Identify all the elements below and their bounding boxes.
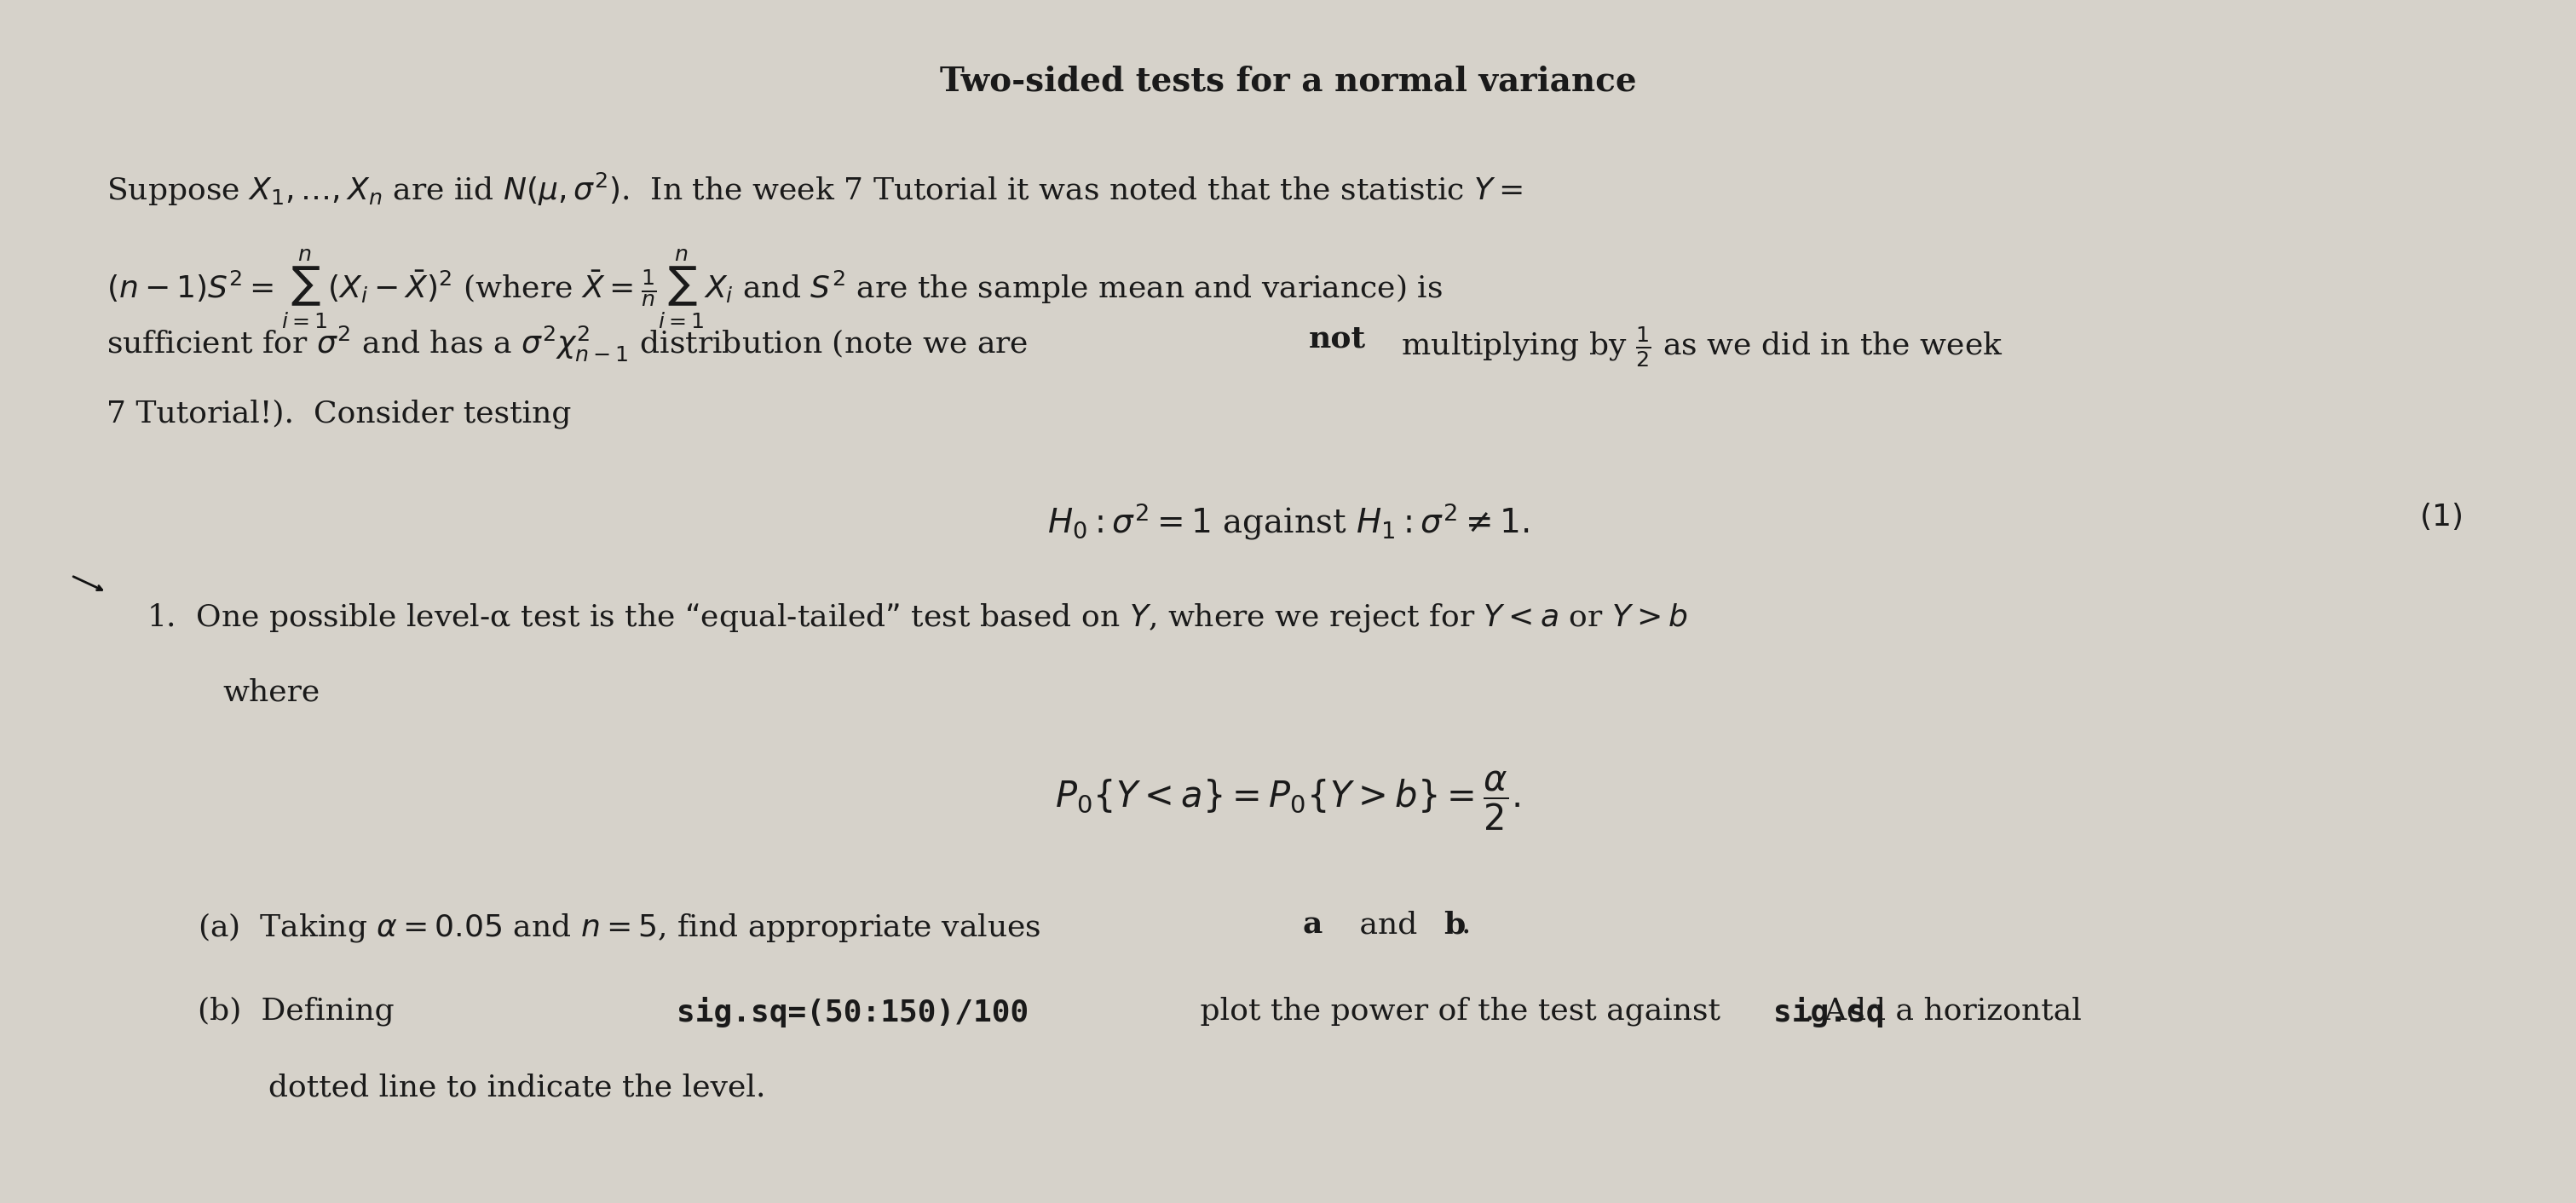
Text: 7 Tutorial!).  Consider testing: 7 Tutorial!). Consider testing (106, 398, 572, 428)
Text: sig.sq: sig.sq (1772, 996, 1886, 1027)
Text: multiplying by $\frac{1}{2}$ as we did in the week: multiplying by $\frac{1}{2}$ as we did i… (1391, 325, 2004, 368)
Text: (b)  Defining: (b) Defining (198, 996, 404, 1026)
Text: a: a (1303, 911, 1321, 940)
Text: $(n-1)S^2 = \sum_{i=1}^{n}(X_i - \bar{X})^2$ (where $\bar{X} = \frac{1}{n}\sum_{: $(n-1)S^2 = \sum_{i=1}^{n}(X_i - \bar{X}… (106, 248, 1443, 331)
Text: .: . (1461, 911, 1471, 940)
Text: 1.  One possible level-α test is the “equal-tailed” test based on $Y$, where we : 1. One possible level-α test is the “equ… (147, 602, 1687, 634)
Text: (a)  Taking $\alpha = 0.05$ and $n = 5$, find appropriate values: (a) Taking $\alpha = 0.05$ and $n = 5$, … (198, 911, 1043, 943)
Text: Two-sided tests for a normal variance: Two-sided tests for a normal variance (940, 65, 1636, 97)
Text: dotted line to indicate the level.: dotted line to indicate the level. (268, 1073, 765, 1102)
Text: b: b (1443, 911, 1466, 940)
Text: $(1)$: $(1)$ (2419, 502, 2463, 532)
Text: . Add a horizontal: . Add a horizontal (1806, 996, 2081, 1025)
Text: Suppose $X_1,\ldots,X_n$ are iid $N(\mu,\sigma^2)$.  In the week 7 Tutorial it w: Suppose $X_1,\ldots,X_n$ are iid $N(\mu,… (106, 171, 1522, 208)
Text: and: and (1350, 911, 1427, 940)
Text: $H_0: \sigma^2 = 1$ against $H_1: \sigma^2 \neq 1.$: $H_0: \sigma^2 = 1$ against $H_1: \sigma… (1048, 502, 1528, 541)
Text: not: not (1309, 325, 1365, 354)
Text: sufficient for $\sigma^2$ and has a $\sigma^2\chi^2_{n-1}$ distribution (note we: sufficient for $\sigma^2$ and has a $\si… (106, 325, 1030, 363)
Text: $P_0\{Y < a\} = P_0\{Y > b\} = \dfrac{\alpha}{2}.$: $P_0\{Y < a\} = P_0\{Y > b\} = \dfrac{\a… (1056, 769, 1520, 832)
Text: plot the power of the test against: plot the power of the test against (1190, 996, 1731, 1026)
Text: sig.sq=(50:150)/100: sig.sq=(50:150)/100 (677, 996, 1028, 1027)
Text: where: where (222, 678, 319, 707)
